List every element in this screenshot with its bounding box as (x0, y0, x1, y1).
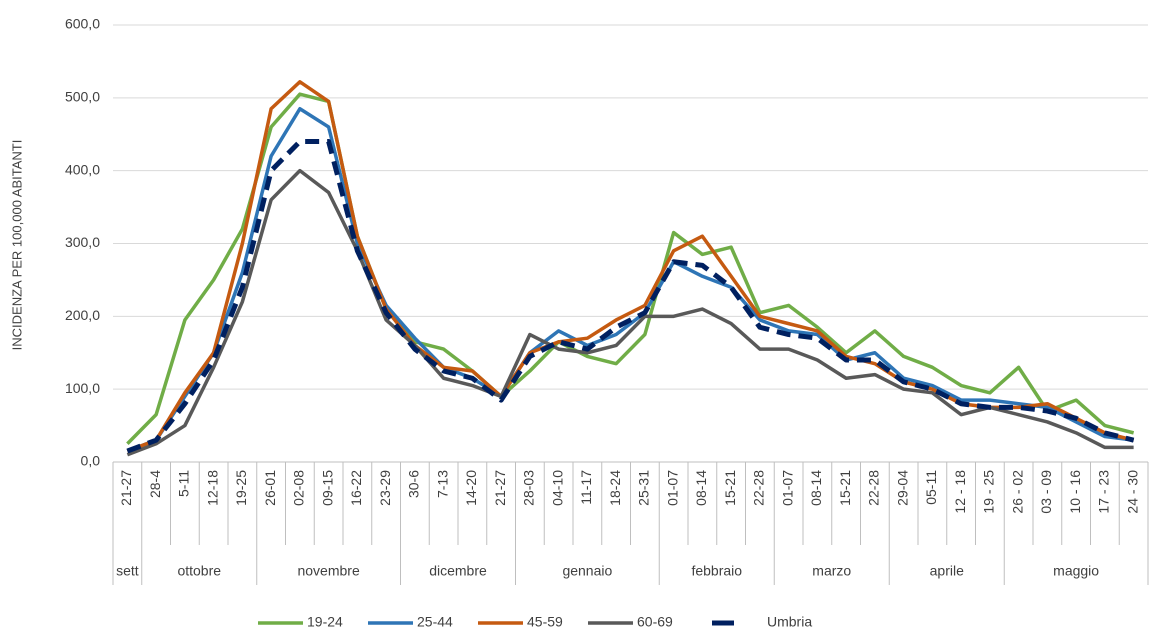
x-tick-label: 12 - 18 (952, 470, 968, 514)
x-tick-label: 08-14 (693, 470, 709, 506)
legend-label: 19-24 (307, 614, 343, 630)
y-tick-label: 0,0 (81, 453, 101, 469)
x-tick-label: 23-29 (377, 470, 393, 506)
x-tick-label: 24 - 30 (1124, 470, 1140, 514)
x-tick-label: 12-18 (204, 470, 220, 506)
x-tick-label: 30-6 (406, 470, 422, 498)
x-tick-label: 21-27 (118, 470, 134, 506)
x-tick-label: 28-4 (147, 470, 163, 498)
x-tick-label: 26 - 02 (1009, 470, 1025, 514)
y-tick-label: 600,0 (65, 16, 100, 32)
x-tick-label: 01-07 (664, 470, 680, 506)
x-tick-label: 28-03 (521, 470, 537, 506)
y-tick-label: 100,0 (65, 380, 100, 396)
legend-label: 25-44 (417, 614, 453, 630)
group-label: sett (116, 563, 139, 579)
x-tick-label: 7-13 (434, 470, 450, 498)
group-label: maggio (1053, 563, 1099, 579)
x-tick-label: 21-27 (492, 470, 508, 506)
x-tick-label: 18-24 (607, 470, 623, 506)
x-tick-label: 05-11 (923, 470, 939, 505)
series-line (126, 80, 1135, 453)
x-tick-label: 01-07 (779, 470, 795, 506)
group-label: novembre (297, 563, 359, 579)
group-label: marzo (812, 563, 851, 579)
series-line (126, 168, 1134, 457)
x-tick-label: 5-11 (176, 470, 192, 497)
x-tick-label: 25-31 (636, 470, 652, 506)
series-line (126, 107, 1134, 453)
y-axis-title: INCIDENZA PER 100,000 ABITANTI (9, 140, 24, 351)
x-tick-label: 09-15 (319, 470, 335, 506)
x-tick-label: 19 - 25 (981, 470, 997, 514)
x-tick-label: 15-21 (722, 470, 738, 506)
x-tick-label: 26-01 (262, 470, 278, 506)
x-tick-label: 15-21 (837, 470, 853, 506)
x-tick-label: 11-17 (578, 470, 594, 505)
x-tick-label: 22-28 (866, 470, 882, 506)
series-line (126, 139, 1135, 454)
y-tick-label: 500,0 (65, 89, 100, 105)
x-tick-label: 19-25 (233, 470, 249, 506)
x-tick-label: 10 - 16 (1067, 470, 1083, 514)
x-tick-label: 03 - 09 (1038, 470, 1054, 514)
x-tick-label: 02-08 (291, 470, 307, 506)
group-label: febbraio (691, 563, 742, 579)
x-tick-label: 29-04 (894, 470, 910, 506)
x-tick-label: 22-28 (751, 470, 767, 506)
y-tick-label: 400,0 (65, 161, 100, 177)
x-tick-label: 14-20 (463, 470, 479, 506)
group-label: ottobre (177, 563, 221, 579)
x-tick-label: 04-10 (549, 470, 565, 506)
series-line (126, 92, 1135, 446)
x-tick-label: 17 - 23 (1096, 470, 1112, 514)
group-label: dicembre (429, 563, 487, 579)
y-tick-label: 200,0 (65, 307, 100, 323)
x-tick-label: 16-22 (348, 470, 364, 506)
x-tick-label: 08-14 (808, 470, 824, 506)
y-tick-label: 300,0 (65, 234, 100, 250)
legend-label: Umbria (767, 614, 812, 630)
group-label: gennaio (562, 563, 612, 579)
legend-label: 45-59 (527, 614, 563, 630)
legend-label: 60-69 (637, 614, 673, 630)
group-label: aprile (930, 563, 964, 579)
